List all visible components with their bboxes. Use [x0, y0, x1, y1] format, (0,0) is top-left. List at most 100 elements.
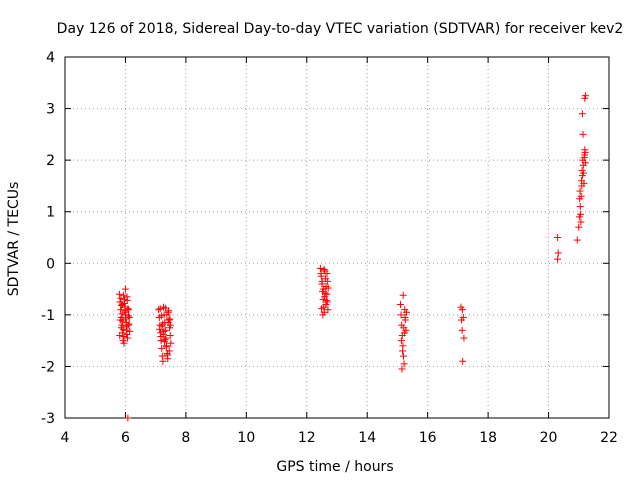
data-point: [397, 337, 405, 345]
data-point: [400, 324, 408, 332]
data-point: [320, 265, 328, 273]
data-point: [161, 326, 169, 334]
y-tick-label: -3: [41, 411, 55, 427]
data-point: [156, 305, 164, 313]
data-point: [117, 324, 125, 332]
data-point: [580, 169, 588, 177]
data-point: [554, 255, 562, 263]
x-axis-label: GPS time / hours: [276, 459, 393, 475]
data-point: [120, 300, 128, 308]
data-point: [162, 304, 170, 312]
data-point: [397, 311, 405, 319]
x-tick-label: 22: [600, 430, 618, 446]
y-tick-label: 0: [46, 256, 55, 272]
data-point: [324, 306, 332, 314]
data-point: [115, 290, 123, 298]
data-point: [573, 236, 581, 244]
y-tick-label: -1: [41, 308, 55, 324]
x-tick-label: 10: [237, 430, 255, 446]
data-point: [399, 347, 407, 355]
x-tick-label: 8: [181, 430, 190, 446]
data-point: [166, 331, 174, 339]
data-point: [125, 306, 133, 314]
data-point: [120, 291, 128, 299]
y-tick-label: -2: [41, 359, 55, 375]
data-point: [159, 357, 167, 365]
data-point: [167, 339, 175, 347]
x-tick-label: 14: [358, 430, 376, 446]
data-point: [581, 159, 589, 167]
data-point: [321, 289, 329, 297]
axes-layer: [64, 56, 610, 419]
data-point: [160, 327, 168, 335]
data-point: [121, 315, 129, 323]
data-point: [120, 339, 128, 347]
data-point: [319, 285, 327, 293]
data-point: [458, 326, 466, 334]
data-point: [401, 313, 409, 321]
data-point: [321, 293, 329, 301]
y-axis-label: SDTVAR / TECUs: [6, 182, 22, 297]
data-point: [317, 270, 325, 278]
data-point: [580, 179, 588, 187]
data-point: [157, 333, 165, 341]
data-point: [460, 334, 468, 342]
data-point: [155, 306, 163, 314]
data-point: [124, 321, 132, 329]
data-point: [162, 343, 170, 351]
data-point: [166, 321, 174, 329]
data-points-layer: [115, 92, 589, 422]
data-point: [575, 223, 583, 231]
x-tick-label: 4: [61, 430, 70, 446]
data-point: [581, 92, 589, 100]
grid-layer: [65, 57, 609, 418]
data-point: [581, 148, 589, 156]
data-point: [459, 357, 467, 365]
data-point: [116, 316, 124, 324]
data-point: [125, 320, 133, 328]
data-point: [400, 329, 408, 337]
data-point: [162, 334, 170, 342]
data-point: [403, 308, 411, 316]
x-tick-label: 12: [298, 430, 316, 446]
data-point: [116, 331, 124, 339]
data-point: [578, 110, 586, 118]
y-tick-label: 4: [46, 50, 55, 66]
data-point: [398, 365, 406, 373]
plot-frame: [64, 56, 610, 419]
data-point: [316, 264, 324, 272]
data-point: [399, 291, 407, 299]
data-point: [459, 313, 467, 321]
data-point: [126, 327, 134, 335]
x-tick-label: 18: [479, 430, 497, 446]
data-point: [577, 210, 585, 218]
data-point: [576, 203, 584, 211]
data-point: [124, 334, 132, 342]
data-point: [166, 315, 174, 323]
data-point: [123, 330, 131, 338]
data-point: [324, 277, 332, 285]
x-tick-label: 20: [540, 430, 558, 446]
data-point: [158, 344, 166, 352]
data-point: [158, 352, 166, 360]
data-point: [156, 325, 164, 333]
data-point: [318, 305, 326, 313]
data-point: [124, 414, 132, 422]
data-point: [554, 249, 562, 257]
data-point: [576, 187, 584, 195]
data-point: [157, 312, 165, 320]
y-tick-label: 3: [46, 102, 55, 118]
y-tick-label: 2: [46, 153, 55, 169]
data-point: [124, 312, 132, 320]
data-point: [160, 338, 168, 346]
data-point: [125, 313, 133, 321]
data-point: [322, 296, 330, 304]
data-point: [323, 270, 331, 278]
data-point: [579, 130, 587, 138]
data-point: [322, 301, 330, 309]
data-point: [577, 218, 585, 226]
data-point: [400, 360, 408, 368]
data-point: [458, 306, 466, 314]
